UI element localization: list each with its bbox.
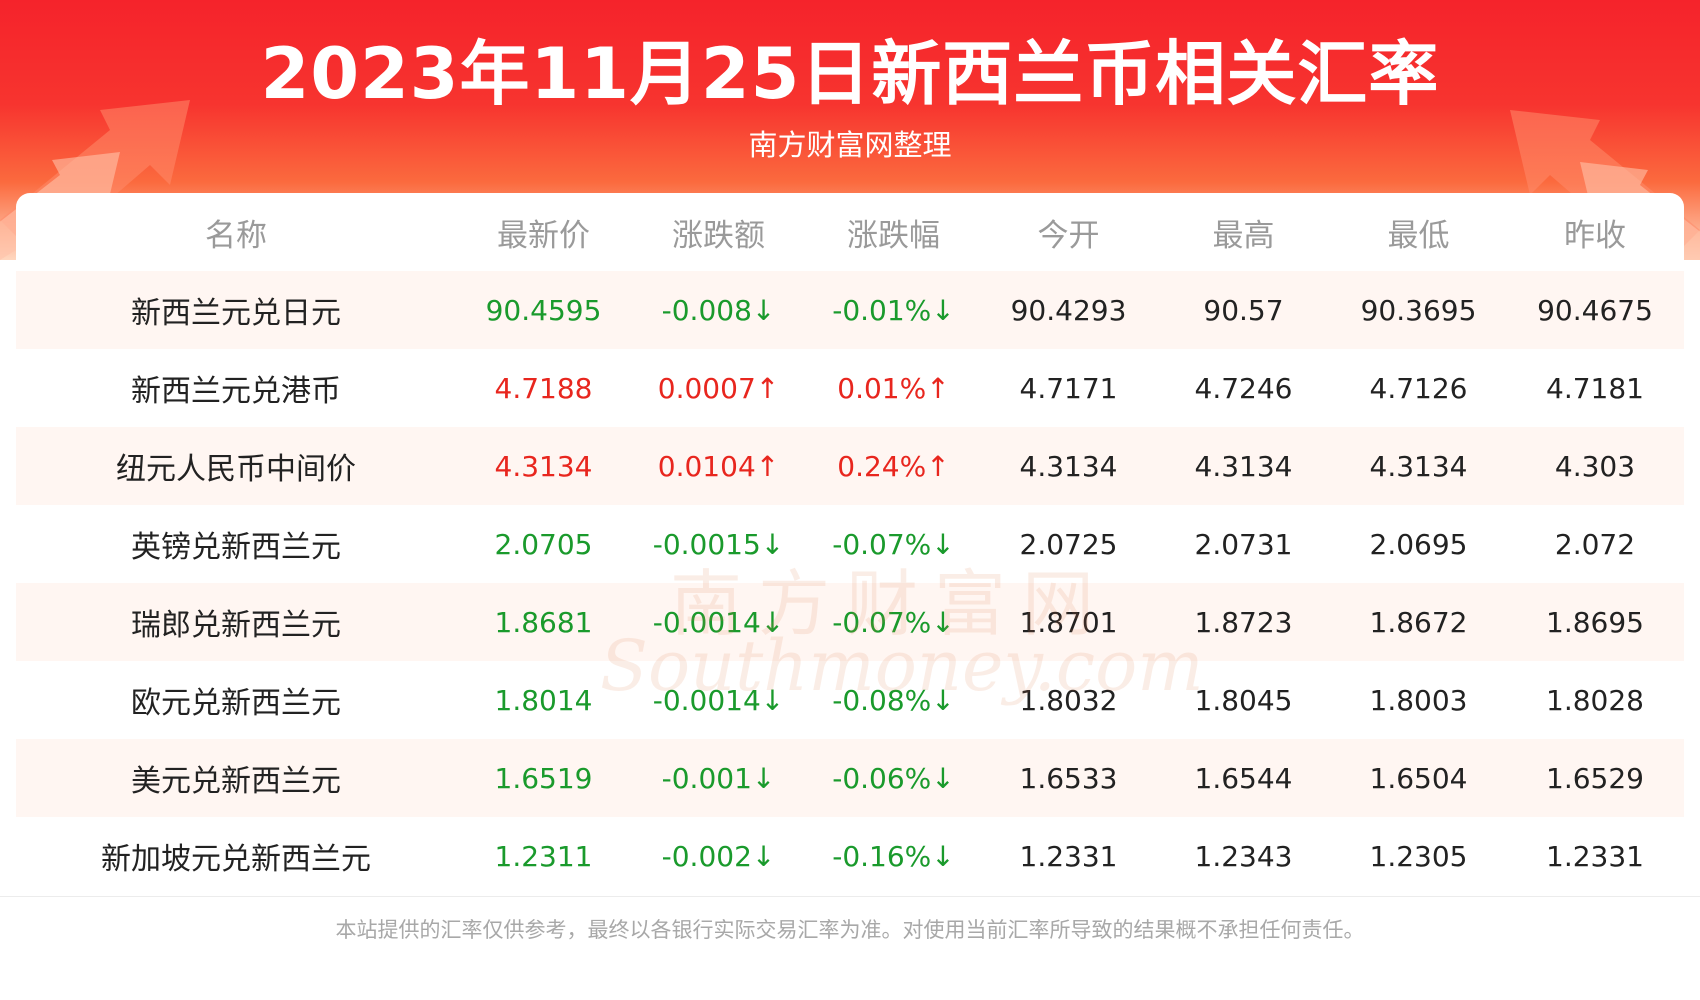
column-header-name: 名称	[205, 217, 267, 254]
table-header: 名称 最新价 涨跌额 涨跌幅 今开 最高 最低 昨收	[16, 193, 1684, 271]
page-title: 2023年11月25日新西兰币相关汇率	[260, 33, 1440, 115]
row-low: 1.8003	[1369, 683, 1468, 717]
row-latest: 4.7188	[494, 371, 593, 405]
column-header-low: 最低	[1387, 217, 1450, 254]
row-high: 90.57	[1203, 293, 1284, 327]
table-row: 新加坡元兑新西兰元 1.2311 -0.002↓ -0.16%↓ 1.2331 …	[16, 817, 1684, 895]
table-row: 新西兰元兑港币 4.7188 0.0007↑ 0.01%↑ 4.7171 4.7…	[16, 349, 1684, 427]
row-high: 1.8045	[1194, 683, 1293, 717]
row-high: 4.3134	[1194, 449, 1293, 483]
row-latest: 1.8681	[494, 605, 593, 639]
row-prev-close: 1.8028	[1546, 683, 1644, 717]
table-row: 美元兑新西兰元 1.6519 -0.001↓ -0.06%↓ 1.6533 1.…	[16, 739, 1684, 817]
row-latest: 1.6519	[494, 761, 593, 795]
row-open: 1.8032	[1019, 683, 1118, 717]
row-prev-close: 1.6529	[1546, 761, 1644, 795]
row-name: 瑞郎兑新西兰元	[131, 608, 341, 643]
row-change: 0.0104↑	[657, 449, 780, 483]
row-name: 纽元人民币中间价	[116, 452, 356, 487]
row-prev-close: 2.072	[1554, 527, 1636, 561]
row-change: 0.0007↑	[657, 371, 780, 405]
footer-disclaimer: 本站提供的汇率仅供参考，最终以各银行实际交易汇率为准。对使用当前汇率所导致的结果…	[335, 918, 1365, 942]
table-row: 英镑兑新西兰元 2.0705 -0.0015↓ -0.07%↓ 2.0725 2…	[16, 505, 1684, 583]
row-low: 4.7126	[1369, 371, 1468, 405]
column-header-latest: 最新价	[497, 217, 590, 254]
row-change: -0.0014↓	[652, 683, 785, 717]
row-latest: 1.2311	[494, 839, 593, 873]
column-header-prev-close: 昨收	[1564, 217, 1626, 254]
row-open: 90.4293	[1010, 293, 1127, 327]
row-low: 4.3134	[1369, 449, 1468, 483]
row-change-pct: -0.08%↓	[832, 683, 955, 717]
column-header-high: 最高	[1212, 217, 1275, 254]
row-open: 4.7171	[1019, 371, 1118, 405]
column-header-open: 今开	[1037, 217, 1100, 254]
row-change-pct: 0.01%↑	[837, 371, 950, 405]
row-prev-close: 1.2331	[1546, 839, 1644, 873]
row-latest: 90.4595	[485, 293, 602, 327]
row-latest: 4.3134	[494, 449, 593, 483]
column-header-change: 涨跌额	[672, 217, 765, 254]
row-high: 1.2343	[1194, 839, 1293, 873]
row-prev-close: 4.303	[1554, 449, 1636, 483]
row-change-pct: -0.07%↓	[832, 605, 955, 639]
row-prev-close: 1.8695	[1546, 605, 1644, 639]
row-name: 新加坡元兑新西兰元	[101, 842, 371, 877]
row-low: 2.0695	[1369, 527, 1468, 561]
row-open: 4.3134	[1019, 449, 1118, 483]
row-high: 4.7246	[1194, 371, 1293, 405]
page-subtitle: 南方财富网整理	[748, 128, 952, 162]
row-low: 1.8672	[1369, 605, 1468, 639]
row-name: 新西兰元兑港币	[131, 374, 341, 409]
row-latest: 1.8014	[494, 683, 593, 717]
row-prev-close: 4.7181	[1546, 371, 1644, 405]
row-change: -0.0014↓	[652, 605, 785, 639]
row-change-pct: -0.06%↓	[832, 761, 955, 795]
row-low: 1.6504	[1369, 761, 1468, 795]
row-low: 1.2305	[1369, 839, 1468, 873]
row-open: 1.8701	[1019, 605, 1118, 639]
row-high: 2.0731	[1194, 527, 1293, 561]
table-row: 瑞郎兑新西兰元 1.8681 -0.0014↓ -0.07%↓ 1.8701 1…	[16, 583, 1684, 661]
footer-divider	[0, 896, 1700, 897]
row-change: -0.0015↓	[652, 527, 785, 561]
table-row: 欧元兑新西兰元 1.8014 -0.0014↓ -0.08%↓ 1.8032 1…	[16, 661, 1684, 739]
row-open: 1.2331	[1019, 839, 1118, 873]
row-open: 2.0725	[1019, 527, 1118, 561]
row-name: 美元兑新西兰元	[131, 764, 341, 799]
row-change-pct: -0.16%↓	[832, 839, 955, 873]
row-name: 英镑兑新西兰元	[131, 530, 341, 565]
rates-table: 名称 最新价 涨跌额 涨跌幅 今开 最高 最低 昨收 新西兰元兑日元 90.45…	[16, 193, 1684, 895]
row-high: 1.6544	[1194, 761, 1293, 795]
row-change-pct: -0.01%↓	[832, 293, 955, 327]
row-prev-close: 90.4675	[1537, 293, 1653, 327]
row-change: -0.002↓	[661, 839, 776, 873]
row-change: -0.001↓	[661, 761, 776, 795]
row-change: -0.008↓	[661, 293, 776, 327]
row-name: 欧元兑新西兰元	[131, 686, 341, 721]
table-row: 纽元人民币中间价 4.3134 0.0104↑ 0.24%↑ 4.3134 4.…	[16, 427, 1684, 505]
row-latest: 2.0705	[494, 527, 593, 561]
row-change-pct: 0.24%↑	[837, 449, 950, 483]
row-low: 90.3695	[1360, 293, 1477, 327]
table-row: 新西兰元兑日元 90.4595 -0.008↓ -0.01%↓ 90.4293 …	[16, 271, 1684, 349]
row-change-pct: -0.07%↓	[832, 527, 955, 561]
row-open: 1.6533	[1019, 761, 1118, 795]
column-header-change-pct: 涨跌幅	[847, 217, 940, 254]
row-high: 1.8723	[1194, 605, 1293, 639]
row-name: 新西兰元兑日元	[131, 296, 341, 331]
